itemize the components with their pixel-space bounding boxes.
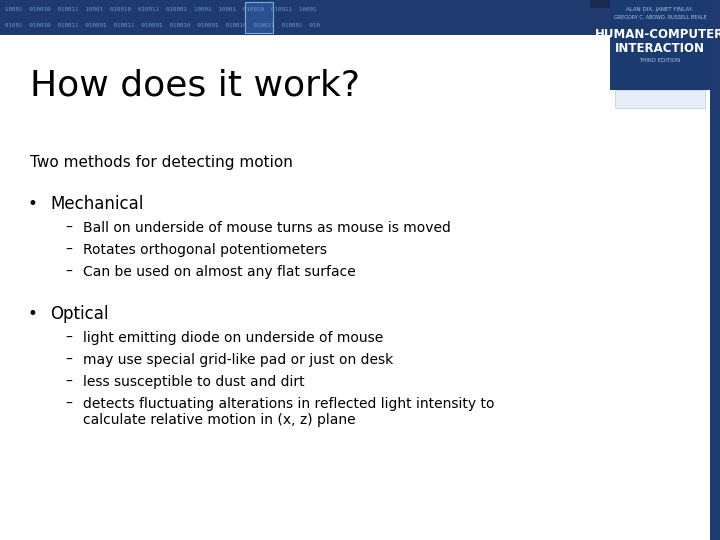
Text: –: –	[65, 221, 72, 235]
Text: GREGORY C. ABOWD, RUSSELL BEALE: GREGORY C. ABOWD, RUSSELL BEALE	[613, 15, 706, 19]
Text: –: –	[65, 243, 72, 257]
FancyBboxPatch shape	[0, 0, 710, 35]
Text: INTERACTION: INTERACTION	[615, 42, 705, 55]
FancyBboxPatch shape	[590, 0, 710, 8]
Text: –: –	[65, 375, 72, 389]
Text: may use special grid-like pad or just on desk: may use special grid-like pad or just on…	[83, 353, 393, 367]
Text: HUMAN-COMPUTER: HUMAN-COMPUTER	[595, 29, 720, 42]
Text: –: –	[65, 353, 72, 367]
Text: Ball on underside of mouse turns as mouse is moved: Ball on underside of mouse turns as mous…	[83, 221, 451, 235]
Text: Two methods for detecting motion: Two methods for detecting motion	[30, 155, 293, 170]
Text: –: –	[65, 331, 72, 345]
FancyBboxPatch shape	[710, 0, 720, 540]
Text: •: •	[28, 195, 38, 213]
Text: detects fluctuating alterations in reflected light intensity to
calculate relati: detects fluctuating alterations in refle…	[83, 397, 495, 427]
FancyBboxPatch shape	[610, 0, 710, 90]
Text: –: –	[65, 265, 72, 279]
Text: 01001  010010  010011  010001  010011  010001  010010  010001  010010  010011  0: 01001 010010 010011 010001 010011 010001…	[5, 23, 320, 28]
Text: Rotates orthogonal potentiometers: Rotates orthogonal potentiometers	[83, 243, 327, 257]
Text: light emitting diode on underside of mouse: light emitting diode on underside of mou…	[83, 331, 383, 345]
FancyBboxPatch shape	[245, 2, 273, 33]
Text: Optical: Optical	[50, 305, 109, 323]
Text: THIRD EDITION: THIRD EDITION	[639, 57, 680, 63]
Text: •: •	[28, 305, 38, 323]
Text: less susceptible to dust and dirt: less susceptible to dust and dirt	[83, 375, 305, 389]
Text: Mechanical: Mechanical	[50, 195, 143, 213]
Text: Can be used on almost any flat surface: Can be used on almost any flat surface	[83, 265, 356, 279]
FancyBboxPatch shape	[615, 90, 705, 108]
Text: How does it work?: How does it work?	[30, 68, 360, 102]
Text: –: –	[65, 397, 72, 411]
Text: ALAN DIX, JANET FINLAY,: ALAN DIX, JANET FINLAY,	[626, 8, 694, 12]
Text: 10001  010010  010011  10001  010010  010011  010001  10001  10001  010010  0100: 10001 010010 010011 10001 010010 010011 …	[5, 8, 317, 12]
